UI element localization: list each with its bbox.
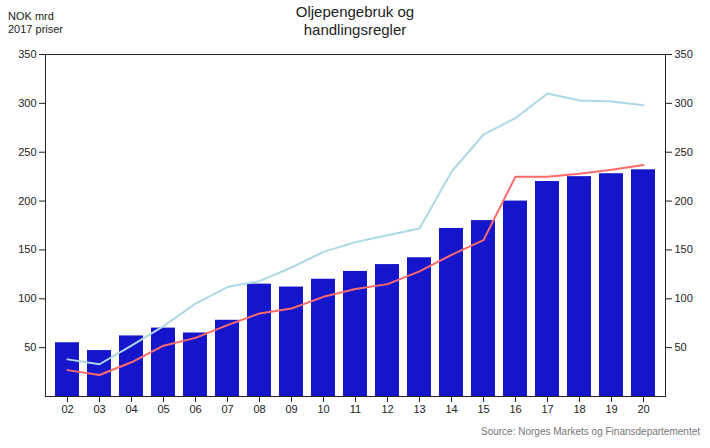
html-text:NOK mrd 2017 priser: NOK mrd 2017 priser (8, 10, 63, 36)
svg-text:350: 350 (675, 48, 693, 60)
svg-text:06: 06 (189, 403, 201, 415)
svg-text:13: 13 (413, 403, 425, 415)
svg-text:50: 50 (24, 341, 36, 353)
svg-text:09: 09 (285, 403, 297, 415)
html-text:Source: Norges Markets og Fina: Source: Norges Markets og Finansdepartem… (481, 426, 700, 437)
svg-text:50: 50 (675, 341, 687, 353)
svg-text:100: 100 (675, 292, 693, 304)
svg-text:200: 200 (18, 195, 36, 207)
svg-text:16: 16 (509, 403, 521, 415)
svg-text:200: 200 (675, 195, 693, 207)
svg-text:07: 07 (221, 403, 233, 415)
svg-text:08: 08 (253, 403, 265, 415)
svg-text:250: 250 (675, 146, 693, 158)
svg-text:250: 250 (18, 146, 36, 158)
svg-text:18: 18 (573, 403, 585, 415)
svg-text:300: 300 (675, 97, 693, 109)
svg-text:12: 12 (381, 403, 393, 415)
svg-text:17: 17 (541, 403, 553, 415)
svg-text:11: 11 (350, 403, 361, 415)
svg-text:350: 350 (18, 48, 36, 60)
html-text:Oljepengebruk og handlingsregl: Oljepengebruk og handlingsregler (295, 3, 415, 38)
svg-text:19: 19 (605, 403, 617, 415)
svg-text:04: 04 (125, 403, 137, 415)
svg-text:03: 03 (93, 403, 105, 415)
svg-text:300: 300 (18, 97, 36, 109)
svg-text:15: 15 (477, 403, 489, 415)
svg-text:100: 100 (18, 292, 36, 304)
svg-text:14: 14 (445, 403, 457, 415)
svg-text:150: 150 (18, 243, 36, 255)
svg-text:02: 02 (61, 403, 73, 415)
svg-text:20: 20 (637, 403, 649, 415)
svg-text:150: 150 (675, 243, 693, 255)
svg-text:05: 05 (157, 403, 169, 415)
svg-text:10: 10 (317, 403, 329, 415)
